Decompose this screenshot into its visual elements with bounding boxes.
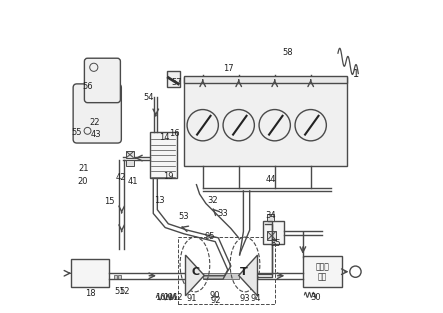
Bar bbox=[71, 259, 109, 287]
Bar bbox=[184, 76, 347, 83]
Text: 43: 43 bbox=[91, 130, 101, 139]
Bar bbox=[149, 132, 177, 178]
Text: 20: 20 bbox=[77, 177, 87, 186]
Text: 93: 93 bbox=[240, 294, 251, 303]
Text: 55: 55 bbox=[71, 128, 82, 136]
Bar bbox=[118, 275, 121, 279]
Text: 53: 53 bbox=[178, 212, 189, 221]
Text: 95: 95 bbox=[204, 232, 215, 241]
Bar bbox=[303, 256, 342, 287]
Text: 17: 17 bbox=[223, 64, 234, 73]
Text: 57: 57 bbox=[172, 78, 183, 86]
Text: 12: 12 bbox=[172, 294, 183, 302]
Text: 52: 52 bbox=[120, 287, 130, 295]
Text: 13: 13 bbox=[154, 196, 165, 205]
Text: 22: 22 bbox=[90, 118, 100, 126]
Text: 34: 34 bbox=[266, 212, 276, 220]
Bar bbox=[203, 273, 239, 279]
FancyBboxPatch shape bbox=[85, 58, 120, 103]
Text: 21: 21 bbox=[78, 164, 89, 173]
Text: 11: 11 bbox=[163, 293, 174, 302]
Bar bbox=[113, 275, 117, 279]
Bar bbox=[167, 71, 180, 87]
Bar bbox=[126, 160, 134, 166]
Bar bbox=[126, 151, 134, 158]
Text: 19: 19 bbox=[163, 172, 174, 181]
Text: 44: 44 bbox=[266, 175, 276, 183]
Bar bbox=[263, 221, 284, 244]
Text: 10: 10 bbox=[155, 294, 166, 302]
Text: 91: 91 bbox=[187, 294, 197, 303]
Text: C: C bbox=[192, 267, 200, 277]
Text: 1: 1 bbox=[353, 69, 359, 80]
Bar bbox=[267, 214, 274, 221]
Text: 90: 90 bbox=[210, 291, 221, 300]
Text: 14: 14 bbox=[159, 133, 170, 141]
Text: 35: 35 bbox=[270, 239, 281, 248]
Text: 94: 94 bbox=[250, 294, 260, 303]
Text: 92: 92 bbox=[210, 296, 221, 305]
Text: 18: 18 bbox=[85, 289, 95, 298]
Text: 58: 58 bbox=[283, 48, 293, 57]
Text: 16: 16 bbox=[169, 129, 180, 137]
Text: T: T bbox=[240, 267, 248, 277]
Polygon shape bbox=[186, 255, 204, 296]
Bar bbox=[184, 77, 347, 166]
Bar bbox=[267, 231, 276, 240]
Text: 33: 33 bbox=[218, 209, 229, 218]
Text: 后处理
装置: 后处理 装置 bbox=[315, 262, 329, 281]
Text: 32: 32 bbox=[207, 197, 218, 205]
Text: 15: 15 bbox=[105, 198, 115, 206]
Text: 51: 51 bbox=[114, 287, 124, 295]
Text: 41: 41 bbox=[128, 177, 139, 186]
Text: 30: 30 bbox=[310, 294, 321, 302]
Text: 42: 42 bbox=[116, 173, 126, 182]
Text: 54: 54 bbox=[144, 93, 154, 102]
Text: 56: 56 bbox=[83, 82, 93, 90]
FancyBboxPatch shape bbox=[73, 84, 121, 143]
Polygon shape bbox=[239, 255, 257, 296]
